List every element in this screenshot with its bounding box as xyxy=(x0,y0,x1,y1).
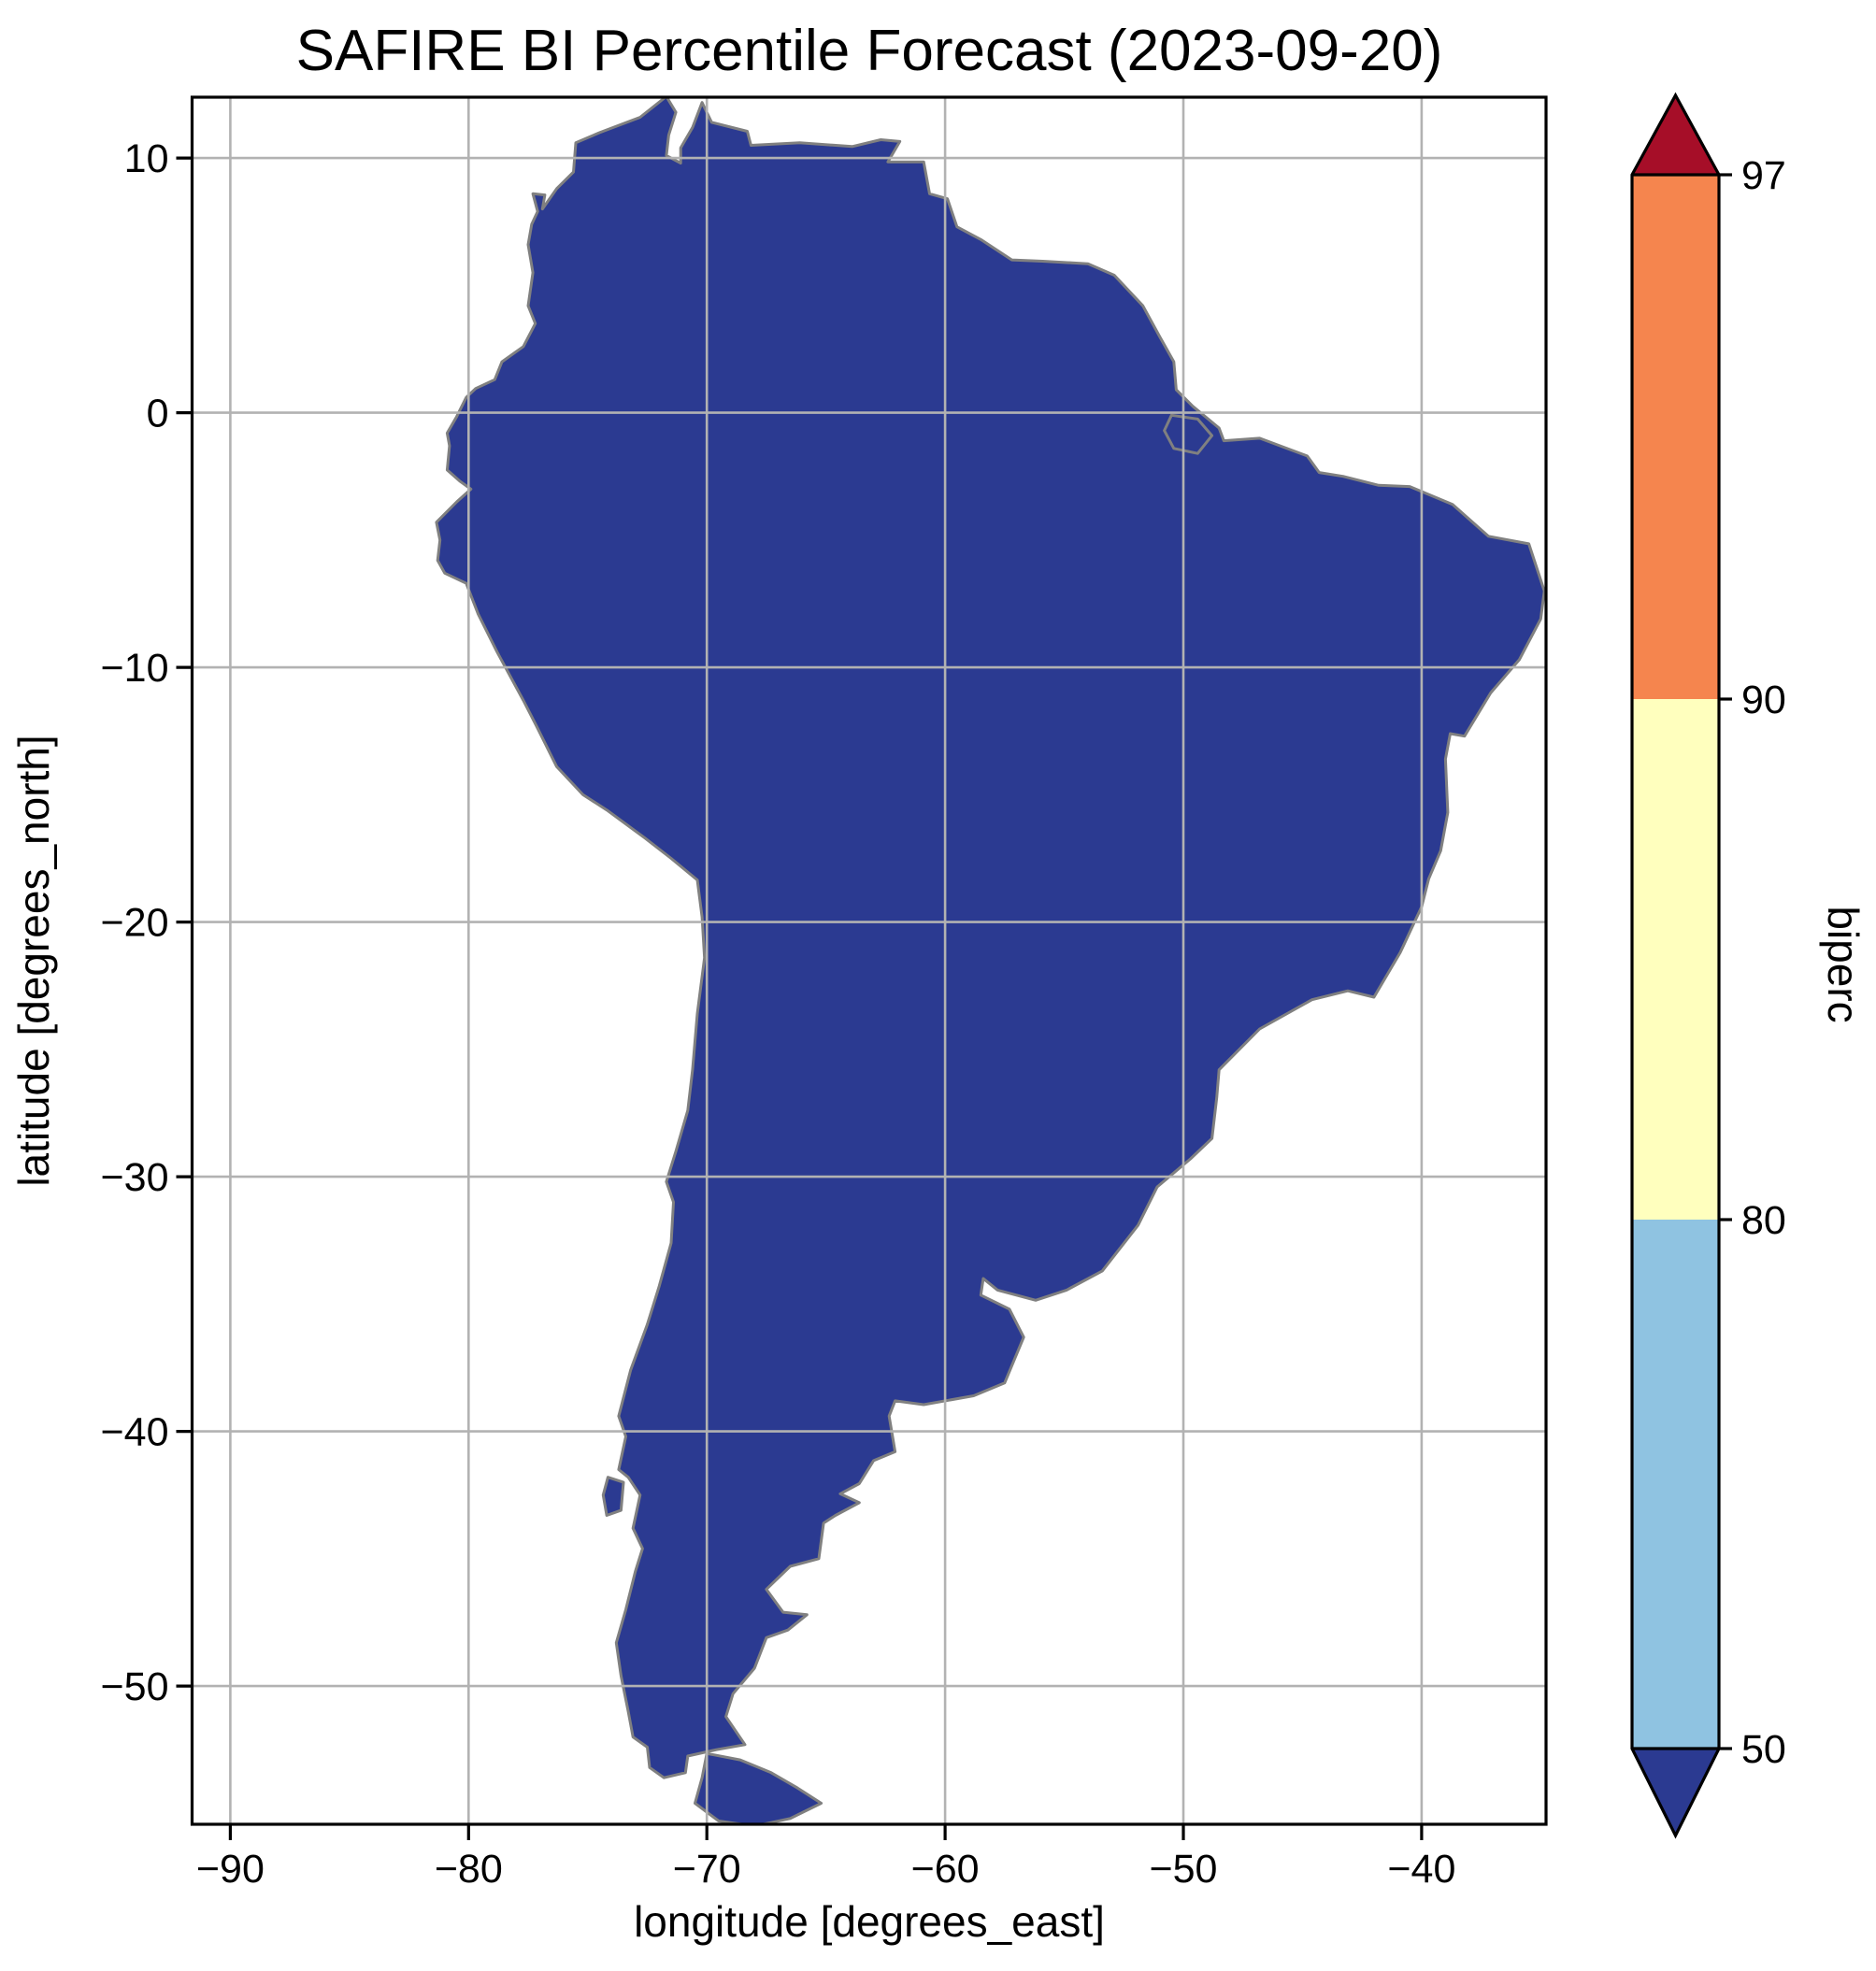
svg-text:SAFIRE BI Percentile Forecast: SAFIRE BI Percentile Forecast (2023-09-2… xyxy=(296,19,1443,83)
svg-text:biperc: biperc xyxy=(1819,906,1868,1022)
svg-text:−50: −50 xyxy=(101,1664,169,1709)
svg-text:−40: −40 xyxy=(1387,1847,1455,1892)
svg-text:50: 50 xyxy=(1741,1727,1786,1772)
svg-text:−80: −80 xyxy=(435,1847,503,1892)
svg-text:−90: −90 xyxy=(196,1847,265,1892)
svg-text:0: 0 xyxy=(147,392,169,436)
svg-text:80: 80 xyxy=(1741,1198,1786,1243)
svg-text:−20: −20 xyxy=(101,901,169,946)
svg-text:latitude [degrees_north]: latitude [degrees_north] xyxy=(9,735,58,1186)
svg-text:10: 10 xyxy=(124,136,169,181)
svg-text:longitude [degrees_east]: longitude [degrees_east] xyxy=(634,1897,1105,1946)
svg-text:−40: −40 xyxy=(101,1410,169,1455)
svg-text:−70: −70 xyxy=(673,1847,741,1892)
svg-text:−10: −10 xyxy=(101,646,169,691)
svg-text:90: 90 xyxy=(1741,678,1786,722)
svg-text:−50: −50 xyxy=(1150,1847,1218,1892)
svg-text:97: 97 xyxy=(1741,153,1786,198)
svg-text:−60: −60 xyxy=(911,1847,980,1892)
svg-text:−30: −30 xyxy=(101,1155,169,1200)
